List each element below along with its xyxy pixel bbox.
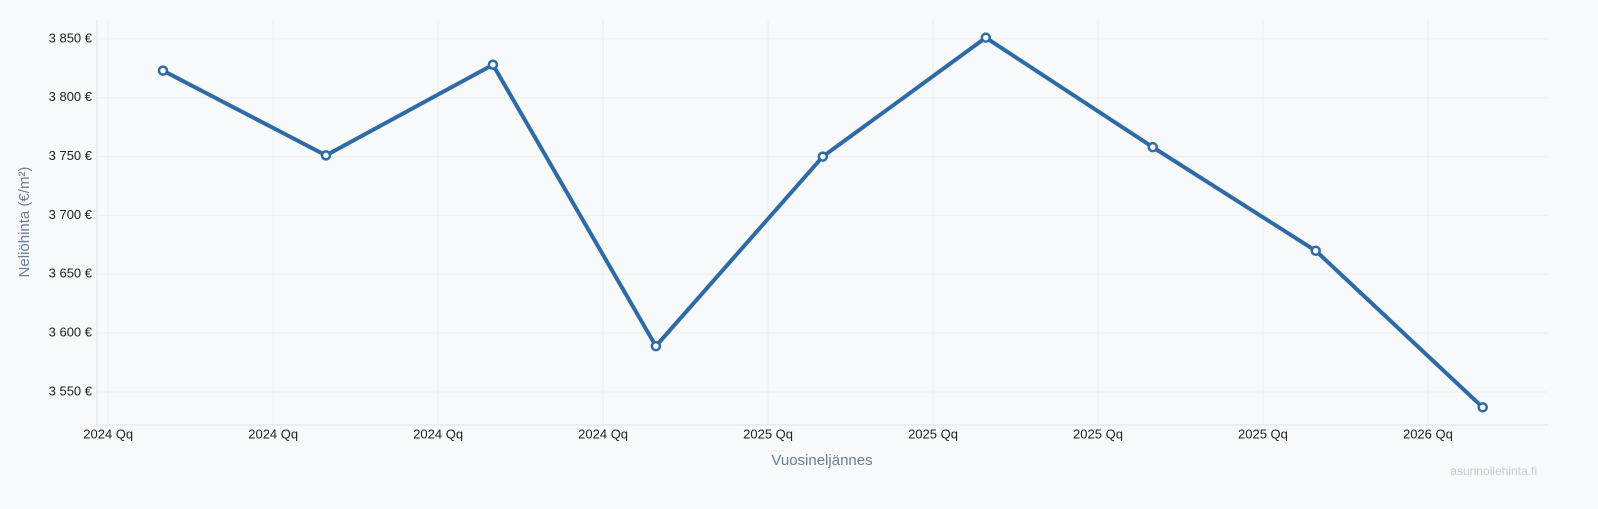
point xyxy=(157,65,169,76)
point xyxy=(817,151,829,162)
y-tick-label: 3 750 € xyxy=(49,148,93,163)
x-tick-label: 2026 Qq xyxy=(1403,426,1453,441)
y-tick-label: 3 550 € xyxy=(49,383,93,398)
y-tick-label: 3 650 € xyxy=(49,266,93,281)
x-tick-label: 2024 Qq xyxy=(413,426,463,441)
point xyxy=(1147,141,1159,153)
y-tick-label: 3 800 € xyxy=(49,89,93,104)
point xyxy=(1477,402,1488,413)
x-tick-label: 2024 Qq xyxy=(83,426,133,441)
point xyxy=(980,32,992,43)
x-tick-label: 2025 Qq xyxy=(1073,426,1123,441)
y-tick-label: 3 850 € xyxy=(49,30,93,45)
y-tick-label: 3 600 € xyxy=(49,325,93,340)
point xyxy=(320,150,332,161)
point xyxy=(487,59,499,70)
x-tick-label: 2024 Qq xyxy=(578,426,628,441)
x-tick-label: 2024 Qq xyxy=(248,426,298,441)
x-tick-label: 2025 Qq xyxy=(908,426,958,441)
x-tick-label: 2025 Qq xyxy=(743,426,793,441)
watermark: asunnollehinta.fi xyxy=(1450,464,1537,478)
x-axis-label: Vuosineljännes xyxy=(771,452,872,469)
y-axis-label: Neliöhinta (€/m²) xyxy=(16,167,33,278)
point xyxy=(650,340,662,352)
y-tick-label: 3 700 € xyxy=(49,207,93,222)
x-tick-label: 2025 Qq xyxy=(1238,426,1288,441)
point xyxy=(1310,245,1321,257)
